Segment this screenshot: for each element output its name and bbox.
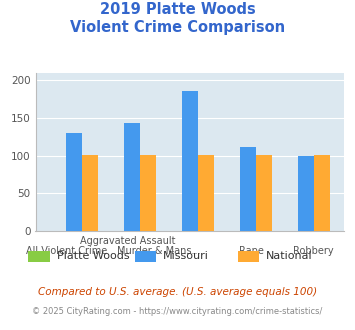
Text: Robbery: Robbery: [293, 246, 334, 256]
Bar: [256, 155, 272, 231]
Text: Violent Crime Comparison: Violent Crime Comparison: [70, 20, 285, 35]
Text: Murder & Mans...: Murder & Mans...: [117, 246, 201, 256]
Text: Platte Woods: Platte Woods: [57, 251, 130, 261]
Text: All Violent Crime: All Violent Crime: [26, 246, 107, 256]
Text: Compared to U.S. average. (U.S. average equals 100): Compared to U.S. average. (U.S. average …: [38, 287, 317, 297]
Bar: [140, 155, 156, 231]
Text: Missouri: Missouri: [163, 251, 209, 261]
Bar: [82, 155, 98, 231]
Bar: [314, 155, 330, 231]
Text: Rape: Rape: [239, 246, 264, 256]
Text: 2019 Platte Woods: 2019 Platte Woods: [100, 2, 255, 16]
Text: National: National: [266, 251, 313, 261]
Text: Aggravated Assault: Aggravated Assault: [80, 236, 176, 246]
Bar: [182, 91, 198, 231]
Bar: [298, 155, 314, 231]
Bar: [198, 155, 214, 231]
Bar: [240, 147, 256, 231]
Bar: [66, 133, 82, 231]
Text: © 2025 CityRating.com - https://www.cityrating.com/crime-statistics/: © 2025 CityRating.com - https://www.city…: [32, 307, 323, 316]
Bar: [124, 123, 140, 231]
